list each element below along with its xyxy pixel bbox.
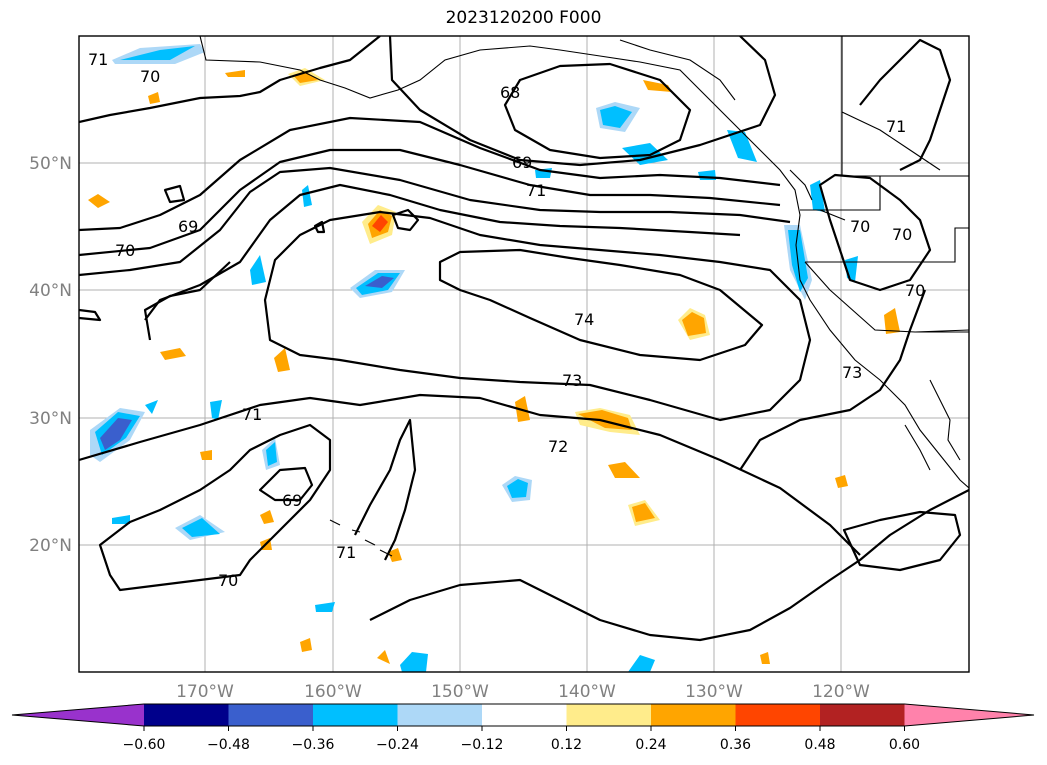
contour-label: 69 — [512, 153, 532, 172]
contour-label: 70 — [140, 67, 160, 86]
colorbar-segment — [651, 704, 736, 726]
patch-orange — [632, 503, 655, 522]
colorbar-segment — [735, 704, 820, 726]
colorbar-tick-label: 0.48 — [804, 737, 835, 753]
patch-blue — [145, 400, 158, 414]
shaded-patches — [88, 44, 900, 672]
colorbar-extend-high — [904, 704, 1034, 726]
patch-orange — [225, 70, 245, 77]
patch-orange — [388, 548, 402, 562]
patch-orange — [608, 462, 640, 478]
colorbar-segment — [397, 704, 482, 726]
colorbar-tick-label: 0.36 — [720, 737, 751, 753]
patch-orange — [88, 194, 110, 208]
patch-blue — [250, 255, 266, 285]
contour-label: 71 — [242, 405, 262, 424]
colorbar: −0.60 −0.48 −0.36 −0.24 −0.12 0.12 0.24 … — [11, 703, 1035, 753]
patch-blue-dark — [365, 276, 394, 288]
contour-label: 74 — [574, 310, 594, 329]
patch-orange — [260, 510, 274, 524]
colorbar-segment — [482, 704, 567, 726]
patch-blue — [120, 46, 195, 60]
patch-orange — [682, 312, 706, 336]
colorbar-tick-label: 0.24 — [635, 737, 666, 753]
patch-orange — [835, 475, 848, 488]
colorbar-extend-low — [12, 704, 144, 726]
lon-label-140w: 140°W — [558, 682, 616, 702]
lon-label-170w: 170°W — [176, 682, 234, 702]
colorbar-ticks — [143, 726, 905, 731]
patch-orange — [377, 650, 390, 664]
contour-label: 70 — [892, 225, 912, 244]
patch-blue — [507, 479, 528, 498]
patch-orange — [200, 450, 212, 460]
map-title: 2023120200 F000 — [445, 8, 602, 28]
map-frame — [78, 35, 970, 673]
contour-label: 73 — [842, 363, 862, 382]
latitude-labels: 50°N 40°N 30°N 20°N — [29, 154, 72, 556]
contour-label: 71 — [88, 50, 108, 69]
contour-label: 70 — [850, 217, 870, 236]
colorbar-segment — [228, 704, 313, 726]
lat-label-20n: 20°N — [29, 536, 72, 556]
patch-blue — [315, 602, 335, 612]
patch-blue — [628, 655, 655, 672]
patch-blue — [182, 518, 220, 537]
contour-label: 70 — [905, 281, 925, 300]
colorbar-tick-label: −0.36 — [292, 737, 335, 753]
colorbar-tick-label: 0.60 — [889, 737, 920, 753]
contour-label: 70 — [115, 241, 135, 260]
patch-blue — [622, 143, 668, 165]
lon-label-120w: 120°W — [812, 682, 870, 702]
patch-orange — [884, 308, 900, 334]
patch-blue — [266, 442, 277, 466]
colorbar-tick-label: −0.12 — [461, 737, 504, 753]
colorbar-tick-label: −0.48 — [207, 737, 250, 753]
patch-blue — [302, 185, 312, 207]
lon-label-160w: 160°W — [304, 682, 362, 702]
patch-blue — [112, 515, 130, 524]
patch-orange — [274, 348, 290, 372]
longitude-labels: 170°W 160°W 150°W 140°W 130°W 120°W — [176, 682, 870, 702]
coastlines — [199, 36, 969, 557]
patch-blue — [400, 652, 428, 672]
colorbar-tick-label: −0.24 — [376, 737, 419, 753]
contour-label: 71 — [886, 117, 906, 136]
colorbar-tick-label: −0.60 — [123, 737, 166, 753]
contour-label: 71 — [526, 181, 546, 200]
patch-red — [372, 215, 388, 232]
lat-label-50n: 50°N — [29, 154, 72, 174]
patch-blue — [600, 106, 632, 128]
patch-orange — [148, 92, 160, 104]
patch-orange — [160, 348, 186, 360]
patch-orange — [643, 80, 672, 92]
colorbar-tick-label: 0.12 — [551, 737, 582, 753]
contour-label: 68 — [500, 83, 520, 102]
contour-label: 71 — [336, 543, 356, 562]
contour-label: 72 — [548, 437, 568, 456]
contour-label: 73 — [562, 371, 582, 390]
patch-blue — [210, 400, 222, 420]
contour-label: 70 — [218, 571, 238, 590]
lat-label-40n: 40°N — [29, 281, 72, 301]
patch-orange — [300, 638, 312, 652]
lon-label-150w: 150°W — [431, 682, 489, 702]
colorbar-segment — [144, 704, 229, 726]
patch-blue — [727, 130, 757, 162]
contour-label: 69 — [178, 217, 198, 236]
colorbar-segment — [566, 704, 651, 726]
contour-lines — [79, 36, 969, 642]
colorbar-segment — [820, 704, 905, 726]
lat-label-30n: 30°N — [29, 409, 72, 429]
colorbar-segment — [313, 704, 398, 726]
lon-label-130w: 130°W — [685, 682, 743, 702]
patch-orange — [760, 652, 770, 664]
patch-blue-dark — [100, 418, 132, 450]
contour-label: 69 — [282, 491, 302, 510]
contour-labels: 71 70 68 69 71 69 70 74 73 71 72 69 71 7… — [88, 50, 925, 590]
